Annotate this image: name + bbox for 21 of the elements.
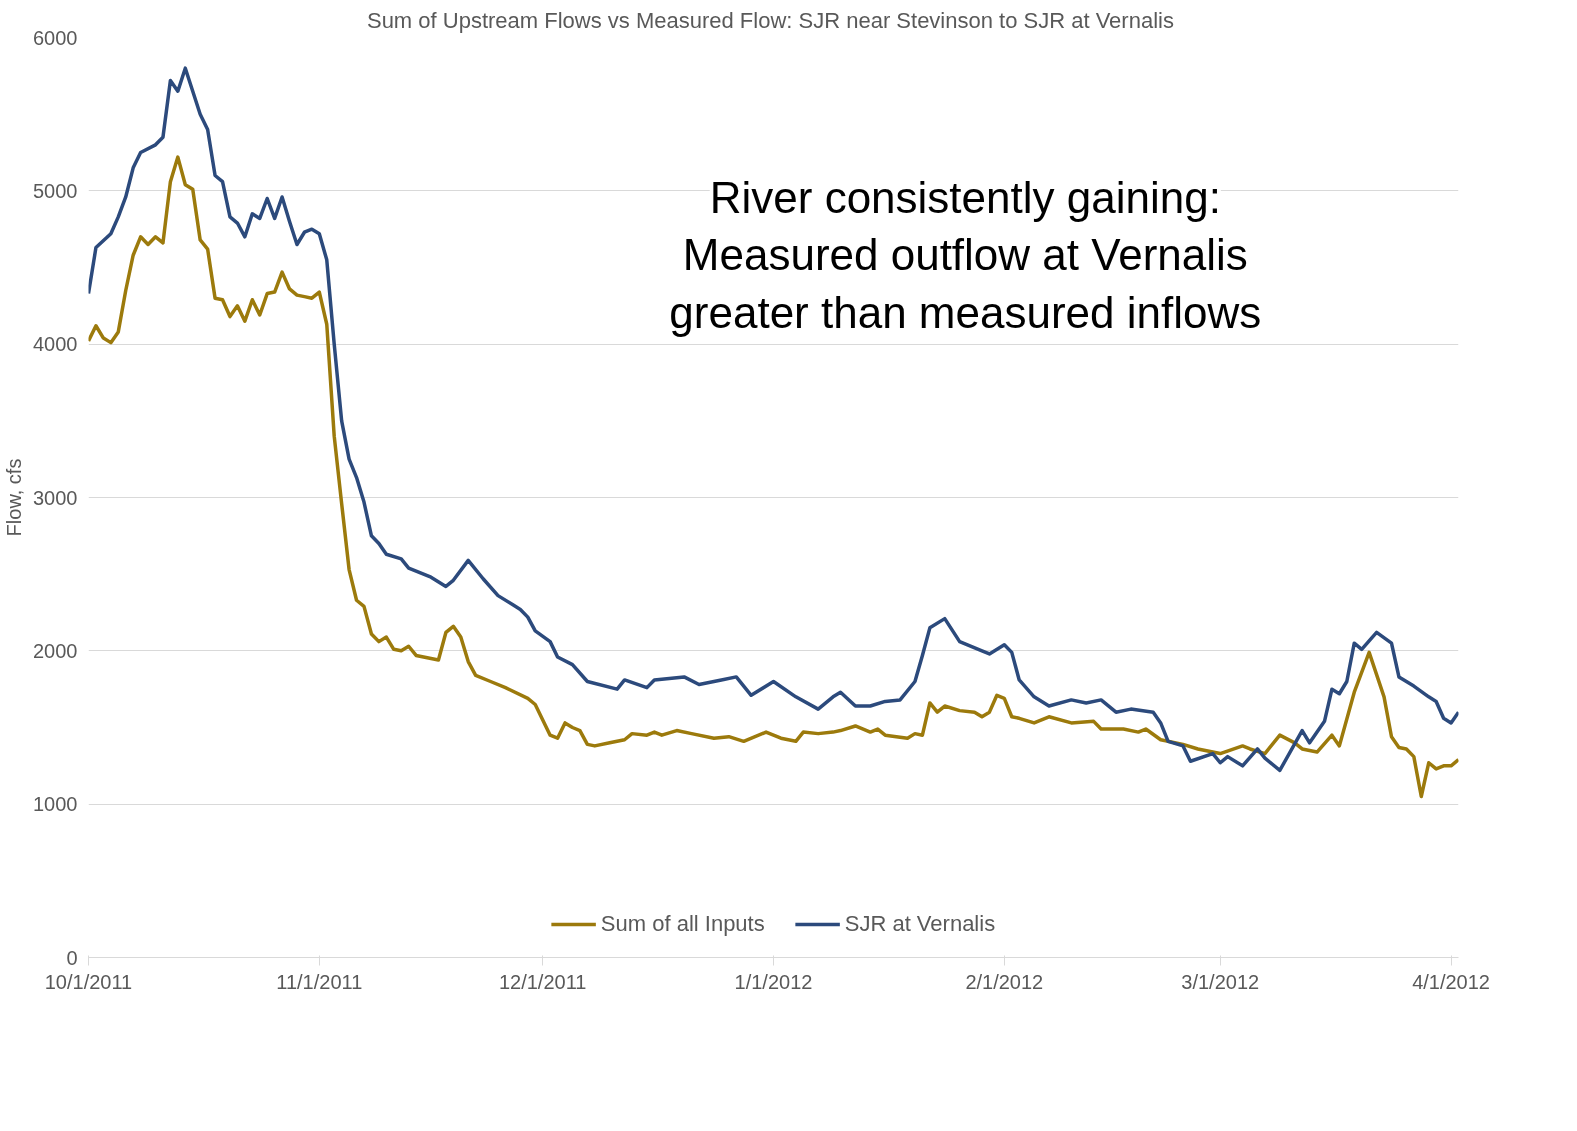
y-axis-title: Flow, cfs <box>3 458 26 537</box>
legend-label: SJR at Vernalis <box>844 911 996 937</box>
x-tick-label: 10/1/2011 <box>44 970 133 993</box>
y-tick-label: 4000 <box>33 333 78 356</box>
x-tick-label: 12/1/2011 <box>498 970 587 993</box>
x-tick-label: 11/1/2011 <box>276 970 363 993</box>
y-tick-label: 2000 <box>33 639 78 662</box>
y-tick-label: 0 <box>66 946 78 969</box>
line-series <box>88 66 1459 773</box>
x-tick-label: 3/1/2012 <box>1181 970 1260 993</box>
y-tick-label: 6000 <box>33 26 78 49</box>
line-series <box>88 155 1459 799</box>
y-tick-label: 1000 <box>33 793 78 816</box>
x-tick-label: 1/1/2012 <box>734 970 813 993</box>
x-tick-label: 4/1/2012 <box>1412 970 1490 993</box>
chart-title: Sum of Upstream Flows vs Measured Flow: SJR near Stevinson to SJR at Vernalis <box>366 7 1174 33</box>
y-tick-label: 5000 <box>33 179 78 202</box>
y-tick-label: 3000 <box>33 486 78 509</box>
annotation: River consistently gaining: Measured outflow at Vernalis greater than measured inflows <box>669 172 1262 338</box>
legend-label: Sum of all Inputs <box>600 911 765 937</box>
x-tick-label: 2/1/2012 <box>965 970 1044 993</box>
